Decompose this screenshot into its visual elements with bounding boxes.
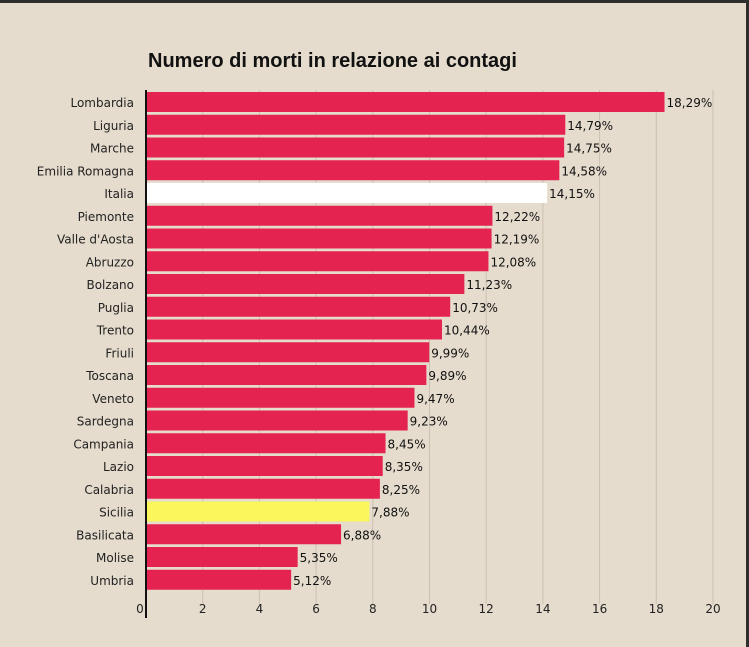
bar <box>146 183 548 203</box>
category-label: Trento <box>96 324 134 338</box>
x-tick-label: 2 <box>199 602 207 616</box>
category-label: Friuli <box>105 346 134 360</box>
bar <box>146 342 430 363</box>
category-label: Abruzzo <box>86 255 134 269</box>
x-tick-label: 18 <box>649 602 664 616</box>
category-label: Lazio <box>103 460 134 474</box>
category-label: Marche <box>90 142 134 156</box>
value-label: 11,23% <box>466 278 512 292</box>
category-label: Toscana <box>85 369 134 383</box>
bar <box>146 478 380 499</box>
category-label: Bolzano <box>86 278 134 292</box>
bar <box>146 274 465 294</box>
value-label: 10,73% <box>452 301 498 315</box>
category-label: Valle d'Aosta <box>57 233 134 247</box>
bar <box>146 92 665 112</box>
bar <box>146 296 451 317</box>
value-label: 8,35% <box>385 460 423 474</box>
chart-title: Numero di morti in relazione ai contagi <box>148 50 517 72</box>
right-border <box>746 0 749 647</box>
category-label: Sardegna <box>77 415 134 429</box>
value-label: 12,22% <box>494 210 540 224</box>
bar <box>146 319 442 340</box>
x-tick-label: 14 <box>535 602 550 616</box>
value-label: 14,15% <box>549 187 595 201</box>
x-tick-label: 4 <box>256 602 264 616</box>
value-label: 14,58% <box>561 164 607 178</box>
value-label: 9,89% <box>428 369 466 383</box>
category-label: Lombardia <box>70 96 134 110</box>
value-label: 8,25% <box>382 483 420 497</box>
value-label: 8,45% <box>388 437 426 451</box>
x-tick-label: 16 <box>592 602 607 616</box>
top-border <box>0 0 749 3</box>
value-label: 9,47% <box>416 392 454 406</box>
x-tick-label: 20 <box>705 602 720 616</box>
bar <box>146 569 292 590</box>
category-label: Basilicata <box>76 528 134 542</box>
bar <box>146 524 342 545</box>
category-label: Veneto <box>92 392 134 406</box>
value-label: 12,19% <box>494 233 540 247</box>
bar <box>146 365 427 385</box>
x-tick-label: 10 <box>422 602 437 616</box>
bar <box>146 160 560 181</box>
bar <box>146 456 383 476</box>
value-label: 5,35% <box>300 551 338 565</box>
value-label: 9,99% <box>431 346 469 360</box>
value-label: 10,44% <box>444 324 490 338</box>
category-label: Puglia <box>98 301 134 315</box>
value-label: 14,75% <box>566 142 612 156</box>
category-label: Emilia Romagna <box>37 164 134 178</box>
bar <box>146 114 566 135</box>
value-label: 18,29% <box>667 96 713 110</box>
bar <box>146 433 386 454</box>
category-label: Sicilia <box>99 506 134 520</box>
category-label: Italia <box>104 187 134 201</box>
category-label: Umbria <box>90 574 134 588</box>
value-label: 6,88% <box>343 528 381 542</box>
category-label: Molise <box>96 551 134 565</box>
value-label: 7,88% <box>371 506 409 520</box>
x-tick-label: 8 <box>369 602 377 616</box>
bar <box>146 501 370 522</box>
bar <box>146 205 493 226</box>
x-tick-label: 0 <box>136 602 144 616</box>
bar <box>146 251 489 272</box>
value-label: 14,79% <box>567 119 613 133</box>
value-label: 5,12% <box>293 574 331 588</box>
category-label: Liguria <box>93 119 134 133</box>
bar <box>146 228 492 249</box>
bar <box>146 387 415 408</box>
category-label: Piemonte <box>78 210 134 224</box>
x-tick-label: 12 <box>479 602 494 616</box>
bar <box>146 137 565 158</box>
value-label: 12,08% <box>490 255 536 269</box>
bar <box>146 410 408 431</box>
category-label: Calabria <box>84 483 134 497</box>
value-label: 9,23% <box>410 415 448 429</box>
category-label: Campania <box>73 437 134 451</box>
bar <box>146 547 298 567</box>
x-tick-label: 6 <box>312 602 320 616</box>
